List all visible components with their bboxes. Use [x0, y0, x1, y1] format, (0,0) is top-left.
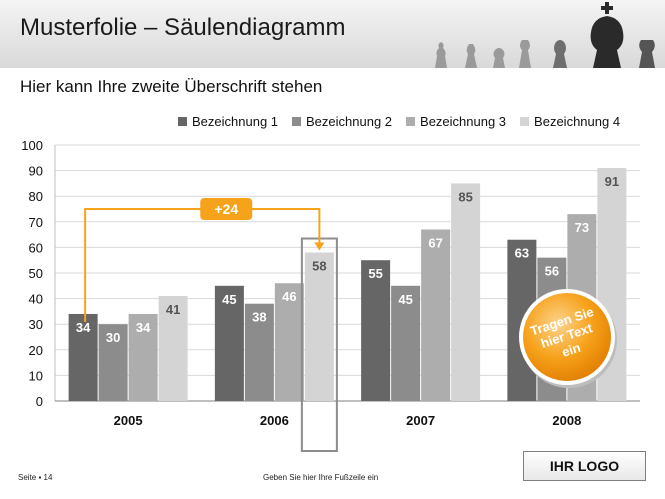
sticker-line: ein: [560, 340, 583, 360]
sticker-badge: [523, 293, 611, 381]
x-tick-label: 2007: [406, 413, 435, 428]
chart-bars: 34 30 34 41 45 38 46 58 55 45 67 85 63 56 73 91: [68, 168, 627, 401]
data-label: 34: [136, 320, 151, 335]
data-label: 45: [398, 292, 412, 307]
y-tick-label: 10: [29, 368, 43, 383]
y-tick-label: 50: [29, 266, 43, 281]
data-label: 56: [545, 264, 559, 279]
x-tick-label: 2008: [552, 413, 581, 428]
chart-legend: Bezeichnung 1 Bezeichnung 2 Bezeichnung 3 B…: [178, 114, 620, 129]
data-label: 45: [222, 292, 236, 307]
bar: [128, 313, 158, 401]
x-tick-label: 2005: [114, 413, 143, 428]
y-tick-label: 60: [29, 240, 43, 255]
data-label: 85: [458, 189, 472, 204]
data-label: 46: [282, 289, 296, 304]
data-label: 63: [515, 246, 529, 261]
data-label: 55: [368, 266, 382, 281]
bar: [214, 285, 244, 401]
bar: [98, 324, 128, 401]
y-tick-label: 20: [29, 343, 43, 358]
bar: [361, 260, 391, 401]
legend-swatch: [292, 117, 302, 126]
bar: [68, 313, 98, 401]
y-tick-label: 30: [29, 317, 43, 332]
legend-swatch: [406, 117, 416, 126]
header-bar: Musterfolie – Säulendiagramm: [0, 0, 665, 68]
bar: [421, 229, 451, 401]
difference-badge: [200, 198, 253, 220]
y-tick-label: 40: [29, 292, 43, 307]
arrowhead-icon: [314, 242, 325, 251]
data-label: 58: [312, 259, 326, 274]
slide-title: Musterfolie – Säulendiagramm: [20, 14, 346, 41]
legend-label: Bezeichnung 4: [534, 114, 620, 129]
company-logo: IHR LOGO: [523, 451, 646, 481]
y-tick-label: 0: [36, 394, 43, 409]
chess-pieces-icon: [435, 2, 655, 68]
data-label: 67: [428, 235, 442, 250]
legend-swatch: [520, 117, 530, 126]
bar: [158, 296, 188, 401]
bar: [244, 303, 274, 401]
y-tick-label: 100: [21, 138, 43, 153]
bar: [451, 183, 481, 401]
data-label: 73: [575, 220, 589, 235]
legend-label: Bezeichnung 1: [192, 114, 278, 129]
y-tick-label: 80: [29, 189, 43, 204]
x-axis: 2005 2006 2007 2008: [114, 413, 582, 428]
data-label: 30: [106, 330, 120, 345]
data-label: 34: [76, 320, 91, 335]
x-tick-label: 2006: [260, 413, 289, 428]
y-tick-label: 70: [29, 215, 43, 230]
bar: [391, 285, 421, 401]
bar: [304, 252, 334, 401]
legend-swatch: [178, 117, 187, 126]
y-tick-label: 90: [29, 164, 43, 179]
difference-badge-label: +24: [214, 201, 238, 217]
bar: [274, 283, 304, 401]
legend-label: Bezeichnung 3: [420, 114, 506, 129]
slide-subtitle: Hier kann Ihre zweite Überschrift stehen: [20, 77, 323, 96]
data-label: 91: [605, 174, 619, 189]
data-label: 41: [166, 302, 180, 317]
page-number: Seite ▪ 14: [18, 473, 53, 482]
column-chart: Bezeichnung 1 Bezeichnung 2 Bezeichnung 3 B…: [21, 114, 640, 452]
legend-label: Bezeichnung 2: [306, 114, 392, 129]
data-label: 38: [252, 310, 266, 325]
footer-text: Geben Sie hier Ihre Fußzeile ein: [263, 473, 379, 482]
